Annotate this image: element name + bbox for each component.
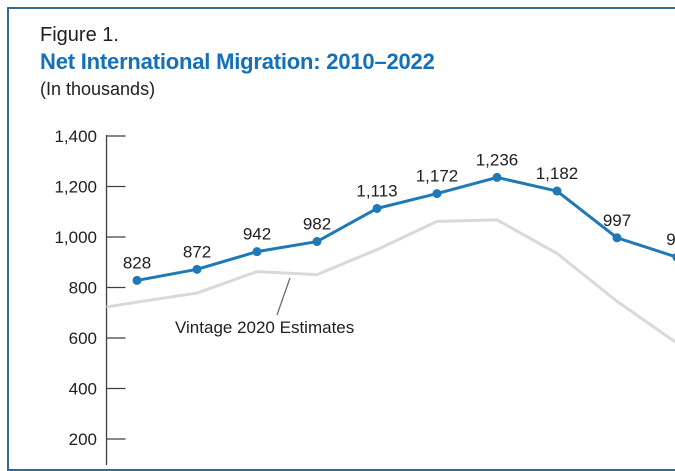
data-point-marker — [133, 276, 142, 285]
y-axis-tick-label: 800 — [69, 279, 97, 298]
y-axis-tick-label: 600 — [69, 329, 97, 348]
data-point-label: 1,236 — [476, 150, 519, 169]
annotation-callout-line — [277, 278, 290, 315]
data-point-marker — [493, 173, 502, 182]
data-point-marker — [253, 247, 262, 256]
data-point-label: 1,113 — [356, 181, 397, 200]
data-point-label: 828 — [123, 253, 151, 272]
data-point-marker — [193, 265, 202, 274]
data-point-label: 9 — [666, 230, 675, 249]
data-point-label: 997 — [603, 211, 631, 230]
data-point-label: 942 — [243, 225, 271, 244]
data-point-marker — [553, 187, 562, 196]
data-point-label: 982 — [303, 215, 331, 234]
y-axis-tick-label: 1,200 — [54, 178, 97, 197]
y-axis-tick-label: 1,000 — [54, 228, 97, 247]
data-point-marker — [373, 204, 382, 213]
annotation-label: Vintage 2020 Estimates — [175, 318, 354, 337]
blue-series-line — [137, 177, 675, 280]
data-point-marker — [613, 233, 622, 242]
y-axis-tick-label: 1,400 — [54, 127, 97, 146]
data-point-marker — [313, 237, 322, 246]
data-point-label: 1,172 — [416, 167, 459, 186]
y-axis-tick-label: 200 — [69, 430, 97, 449]
data-point-label: 872 — [183, 242, 211, 261]
y-axis-tick-label: 400 — [69, 380, 97, 399]
data-point-label: 1,182 — [536, 164, 579, 183]
data-point-marker — [433, 189, 442, 198]
